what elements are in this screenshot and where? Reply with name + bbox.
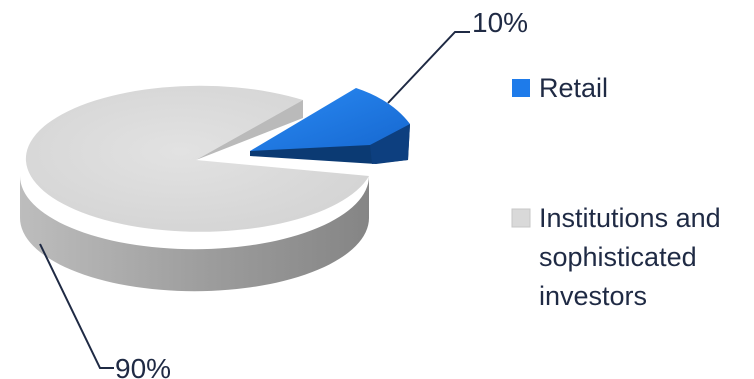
legend-label-institutions-line-1: Institutions and xyxy=(539,203,721,233)
legend-swatch-retail xyxy=(512,79,530,97)
pie-slice-institutions-cut-edge xyxy=(196,100,303,160)
pie-slice-institutions-side xyxy=(20,176,370,292)
pie-slice-retail-front xyxy=(370,124,410,164)
pie-slice-institutions xyxy=(20,85,370,292)
leader-line-institutions xyxy=(39,243,114,369)
pie-slice-institutions-top xyxy=(25,85,370,232)
pie-slice-retail-top xyxy=(250,88,410,151)
legend-label-retail: Retail xyxy=(539,73,608,103)
leader-line-retail xyxy=(387,31,470,104)
data-label-institutions: 90% xyxy=(115,353,171,379)
legend-label-institutions-line-3: investors xyxy=(539,281,647,311)
pie-slice-retail xyxy=(250,88,410,164)
data-label-retail: 10% xyxy=(472,7,528,38)
legend-swatch-institutions xyxy=(511,208,531,228)
legend: Retail Institutions and sophisticated in… xyxy=(511,73,721,311)
legend-label-institutions-line-2: sophisticated xyxy=(539,242,697,272)
